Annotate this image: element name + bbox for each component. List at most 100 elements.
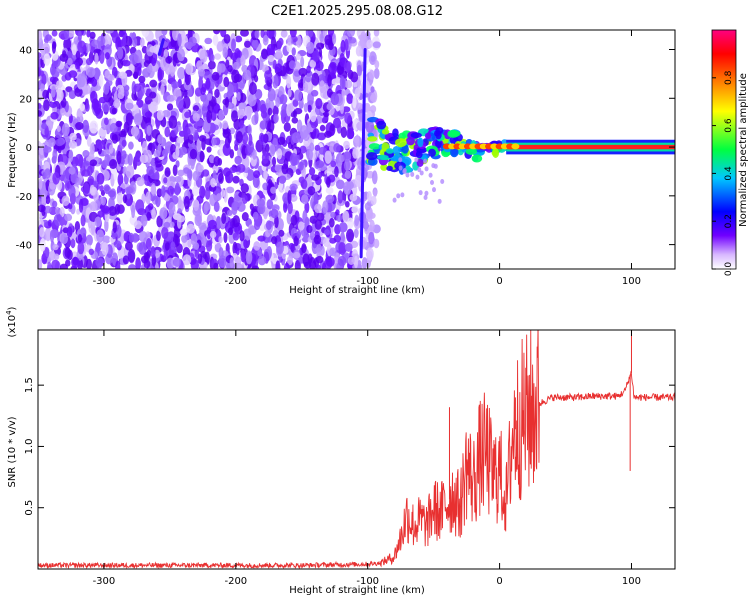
spectrogram-noise-blob [262,34,269,46]
spectrogram-noise-blob [373,189,378,198]
spectrogram-noise-blob [107,74,115,81]
spectrogram-noise-blob [292,99,299,107]
spectrogram-noise-blob [86,136,92,147]
spectrogram-noise-blob [326,176,331,188]
spectrogram-noise-blob [286,41,293,53]
spectrogram-noise-blob [368,69,375,81]
spectrogram-noise-blob [44,168,51,179]
spectrogram-tail-blob [440,179,445,185]
spectrogram-noise-blob [212,34,219,46]
snr-x-ticks: -300 -200 -100 0 100 [93,330,641,587]
spectrogram-noise-blob [164,193,171,202]
spectrogram-noise-blob [368,231,375,245]
spectrogram-noise-blob [82,160,90,167]
spectrogram-noise-blob [52,148,58,161]
spectrogram-noise-blob [52,243,59,251]
spectrogram-noise-blob [113,168,118,181]
svg-text:(x104): (x104) [5,306,18,337]
spectrogram-noise-blob [283,201,288,213]
spectrogram-noise-blob [91,98,99,111]
spectrogram-noise-blob [370,195,377,206]
spectrogram-noise-blob [166,103,174,111]
snr-x-tick-label: -200 [224,576,247,587]
spectrogram-noise-blob [344,80,353,89]
snr-y-tick-label: 0.5 [24,500,35,516]
spectrogram-noise-blob [84,102,90,112]
spectrogram-noise-blob [252,211,259,220]
spectrogram-noise-blob [253,170,261,179]
snr-multiplier: (x104) [5,306,18,337]
spectrogram-noise-blob [289,183,298,191]
spectrogram-streak [359,48,367,259]
spectrogram-noise-blob [50,111,59,120]
spectrogram-noise-blob [138,241,147,255]
spectrogram-noise-blob [248,133,253,146]
spectrogram-noise-blob [47,219,52,227]
spectrogram-noise-blob [205,77,211,90]
spectrogram-noise-blob [291,117,299,124]
spectrogram-noise-blob [336,65,345,75]
spectrogram-noise-blob [222,143,231,156]
spectrogram-noise-blob [252,149,257,160]
spectrogram-noise-blob [366,191,372,202]
spectrogram-noise-blob [199,49,208,63]
spectrogram-noise-blob [136,99,144,108]
spectrogram-noise-blob [93,180,98,188]
spectrogram-noise-blob [318,146,327,155]
spectrogram-noise-blob [242,132,249,145]
spectrogram-noise-blob [197,253,203,264]
spectrogram-noise-blob [117,91,125,100]
spectrogram-noise-blob [314,219,322,230]
spectrogram-noise-blob [373,67,380,80]
spectrogram-noise-blob [283,122,291,132]
spectrogram-noise-blob [101,242,109,256]
spectrogram-noise-blob [350,71,359,83]
spectrogram-noise-blob [309,59,317,69]
spectrogram-noise-blob [67,249,73,261]
spectrogram-noise-blob [272,105,279,117]
spectrogram-noise-blob [267,107,273,116]
spectrogram-noise-blob [51,41,56,54]
spectrogram-noise-blob [260,134,266,143]
spectrogram-noise-blob [51,259,60,269]
spectrogram-noise-blob [136,62,142,71]
spectrogram-noise-blob [169,65,176,77]
spectrogram-noise-blob [139,154,149,164]
spectrogram-noise-blob [236,163,246,173]
spectrogram-noise-blob [287,190,292,204]
spectrogram-noise-blob [311,174,320,181]
spectrogram-noise-blob [311,72,320,86]
spectrogram-noise-blob [184,111,191,119]
spectrogram-noise-blob [77,234,83,243]
spectrogram-noise-blob [300,56,305,68]
spectrogram-noise-blob [354,214,360,227]
spectrogram-noise-blob [338,222,348,233]
spectrogram-noise-blob [241,212,249,222]
spectrogram-noise-blob [111,66,118,78]
spectrogram-streak [157,38,165,56]
spectrogram-noise-blob [347,217,354,229]
spectrogram-tone-core [506,144,675,150]
spectrogram-cluster-blob [376,120,387,130]
spectrogram-noise-blob [319,33,324,43]
spectrogram-noise-blob [144,96,152,105]
spectrogram-noise-blob [334,166,339,178]
spectrogram-noise-blob [149,91,157,99]
snr-series-line [38,330,675,569]
spectrogram-noise-blob [302,82,309,93]
spectrogram-tone-node [511,143,520,150]
spectrogram-noise-blob [168,221,175,228]
spectrogram-noise-blob [86,66,96,78]
spectrogram-noise-blob [44,227,52,242]
spectrogram-cluster-blob [366,152,378,161]
spectrogram-noise-blob [125,241,133,251]
colorbar-label: Normalized spectral amplitude [738,73,749,227]
spectrogram-noise-blob [210,177,216,188]
spectrogram-noise-blob [370,86,375,93]
spectrogram-noise-blob [296,230,302,239]
spectrogram-noise-blob [165,55,173,64]
spectrogram-tail-blob [396,193,401,199]
spectrogram-tail-blob [418,190,423,196]
spectrogram-noise-blob [276,241,284,255]
spectrogram-noise-blob [199,185,206,199]
